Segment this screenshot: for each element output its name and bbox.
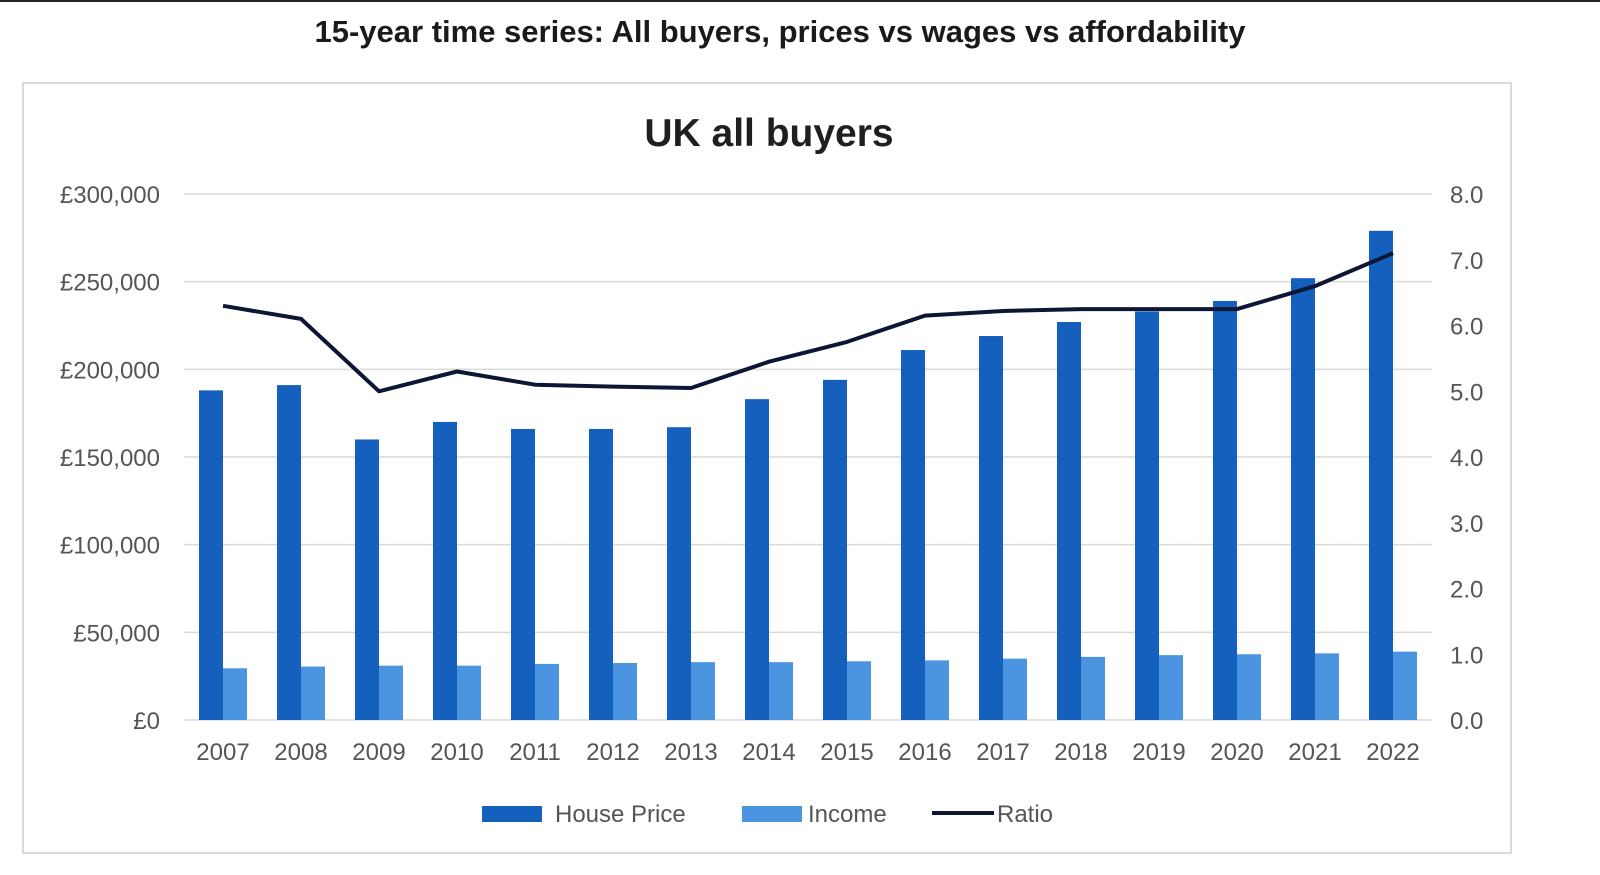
- x-tick-label: 2017: [976, 739, 1029, 766]
- x-tick-label: 2016: [898, 739, 951, 766]
- house-price-bar: [979, 336, 1003, 720]
- income-bar: [379, 665, 403, 720]
- y-left-tick-label: £150,000: [60, 445, 160, 472]
- x-tick-label: 2015: [820, 739, 873, 766]
- y-left-tick-label: £200,000: [60, 357, 160, 384]
- y-left-tick-label: £300,000: [60, 182, 160, 209]
- house-price-bar: [1213, 300, 1237, 720]
- y-left-tick-label: £100,000: [60, 533, 160, 560]
- y-right-tick-label: 1.0: [1450, 642, 1483, 669]
- house-price-bar: [1369, 230, 1393, 720]
- legend-house-price-label: House Price: [555, 801, 686, 828]
- income-bar: [301, 666, 325, 720]
- x-tick-label: 2021: [1288, 739, 1341, 766]
- top-border: [0, 0, 1600, 2]
- ratio-line: [222, 251, 1394, 394]
- income-bar: [223, 668, 247, 720]
- page-title: 15-year time series: All buyers, prices …: [314, 14, 1246, 49]
- x-tick-label: 2009: [352, 739, 405, 766]
- legend-ratio-label: Ratio: [997, 801, 1053, 828]
- x-tick-label: 2013: [664, 739, 717, 766]
- income-bar: [457, 665, 481, 720]
- house-price-bar: [901, 350, 925, 720]
- x-tick-label: 2022: [1366, 739, 1419, 766]
- x-tick-label: 2011: [509, 739, 561, 766]
- house-price-bar: [667, 427, 691, 720]
- y-right-tick-label: 6.0: [1450, 314, 1483, 341]
- house-price-bar: [1291, 278, 1315, 720]
- income-bar: [1003, 658, 1027, 720]
- house-price-bar: [199, 390, 223, 720]
- income-bar: [847, 661, 871, 720]
- x-tick-label: 2008: [274, 739, 327, 766]
- income-bar: [1315, 653, 1339, 720]
- house-price-bar: [277, 385, 301, 720]
- y-right-tick-label: 3.0: [1450, 511, 1483, 538]
- x-tick-label: 2012: [586, 739, 639, 766]
- house-price-bar: [1135, 311, 1159, 720]
- legend-income-swatch: [742, 806, 802, 822]
- y-right-tick-label: 2.0: [1450, 577, 1483, 604]
- house-price-bar: [433, 421, 457, 720]
- y-left-tick-label: £50,000: [73, 620, 160, 647]
- y-left-tick-label: £250,000: [60, 270, 160, 297]
- x-tick-label: 2010: [430, 739, 483, 766]
- income-bar: [1237, 654, 1261, 720]
- income-bar: [613, 663, 637, 720]
- chart-svg: UK all buyers £0 £50,000 £100,000 £150,000 £2…: [60, 112, 1483, 828]
- x-tick-label: 2018: [1054, 739, 1107, 766]
- house-price-bar: [823, 379, 847, 720]
- y-right-tick-label: 8.0: [1450, 182, 1483, 209]
- x-tick-label: 2007: [196, 739, 249, 766]
- x-tick-label: 2014: [742, 739, 795, 766]
- y-left-tick-label: £0: [133, 708, 160, 735]
- house-price-bar: [745, 399, 769, 720]
- income-bar: [1393, 651, 1417, 720]
- x-tick-label: 2020: [1210, 739, 1263, 766]
- legend-income-label: Income: [808, 801, 887, 828]
- house-price-bar: [1057, 321, 1081, 720]
- income-bar: [1159, 655, 1183, 720]
- y-right-tick-label: 4.0: [1450, 445, 1483, 472]
- house-price-bar: [589, 428, 613, 720]
- house-price-bar: [511, 428, 535, 720]
- income-bar: [925, 660, 949, 720]
- y-right-tick-label: 5.0: [1450, 379, 1483, 406]
- income-bar: [1081, 656, 1105, 720]
- income-bar: [691, 662, 715, 720]
- income-bar: [769, 662, 793, 720]
- y-right-tick-label: 7.0: [1450, 248, 1483, 275]
- y-right-tick-label: 0.0: [1450, 708, 1483, 735]
- chart-title: UK all buyers: [644, 112, 893, 155]
- legend-house-price-swatch: [482, 806, 542, 822]
- chart-frame: UK all buyers £0 £50,000 £100,000 £150,000 £2…: [22, 82, 1512, 854]
- x-tick-label: 2019: [1132, 739, 1185, 766]
- house-price-bar: [355, 439, 379, 720]
- income-bar: [535, 663, 559, 720]
